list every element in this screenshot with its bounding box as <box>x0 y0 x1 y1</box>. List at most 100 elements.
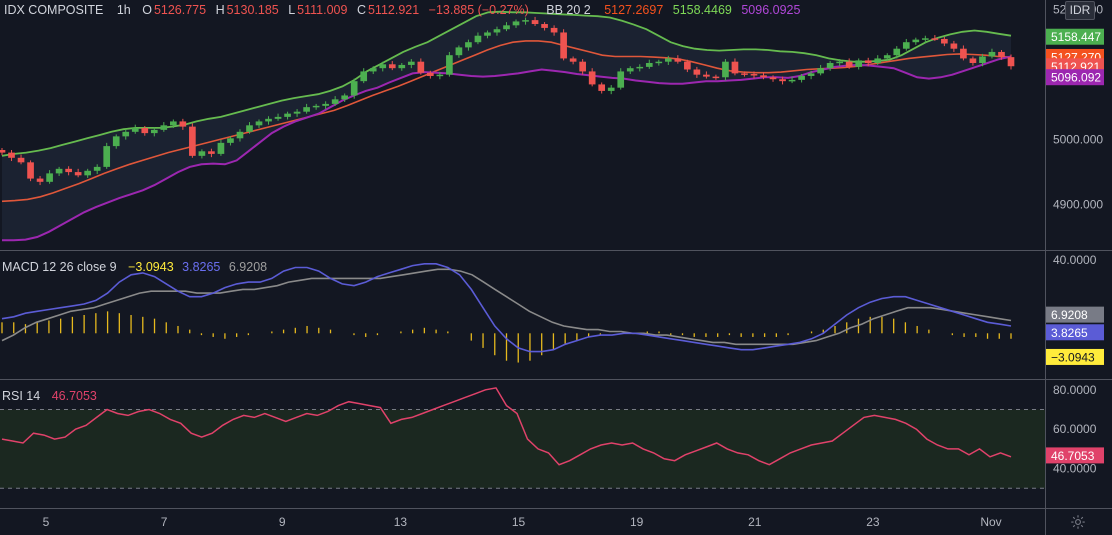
rsi-tag: 46.7053 <box>1051 449 1095 463</box>
candle-body <box>969 58 977 63</box>
candle-body <box>170 121 177 126</box>
candle-body <box>36 178 44 182</box>
candle-body <box>845 61 853 67</box>
gear-icon[interactable] <box>1069 513 1087 531</box>
candle-body <box>598 84 606 91</box>
high-value: 5130.185 <box>226 3 279 17</box>
candle-body <box>883 55 891 59</box>
candle-body <box>284 113 291 117</box>
candle-body <box>931 38 939 40</box>
candle-body <box>436 74 444 77</box>
candle-body <box>636 66 644 69</box>
candle-body <box>179 121 187 127</box>
candle-body <box>274 116 282 119</box>
candle-body <box>160 125 168 130</box>
candle-body <box>217 142 225 154</box>
candle-body <box>446 55 453 75</box>
bb-basis-value: 5127.2697 <box>604 3 664 17</box>
bb-lower-value: 5096.0925 <box>741 3 801 17</box>
time-tick-label: 19 <box>630 515 644 529</box>
candle-body <box>27 162 34 179</box>
candle-body <box>8 152 15 158</box>
bb-upper-value: 5158.4469 <box>672 3 732 17</box>
macd-signal-tag: 6.9208 <box>1051 308 1088 322</box>
candle-body <box>703 74 710 77</box>
candle-body <box>65 168 72 173</box>
main-legend: IDX COMPOSITE 1h O 5126.775 H 5130.185 L 51… <box>4 3 802 17</box>
candle-body <box>265 118 272 122</box>
macd-hist-value: −3.0943 <box>128 260 174 274</box>
candle-body <box>731 61 739 74</box>
candle-body <box>560 32 567 59</box>
rsi-indicator-label[interactable]: RSI 14 <box>2 389 41 403</box>
candle-body <box>664 58 672 62</box>
candle-body <box>141 127 149 134</box>
candle-body <box>569 58 577 62</box>
candle-body <box>607 87 615 91</box>
candle-body <box>312 105 320 108</box>
symbol-label[interactable]: IDX COMPOSITE <box>4 3 104 17</box>
macd-indicator-label[interactable]: MACD 12 26 close 9 <box>2 260 117 274</box>
candle-body <box>760 75 767 78</box>
price-tick-label: 4900.000 <box>1053 198 1103 212</box>
candle-body <box>398 64 406 69</box>
time-tick-label: 5 <box>43 515 50 529</box>
candle-body <box>341 95 349 100</box>
time-tick-label: 21 <box>748 515 762 529</box>
low-value: 5111.009 <box>297 3 348 17</box>
open-label: O <box>142 3 152 17</box>
price-tag: 5096.092 <box>1051 71 1101 85</box>
currency-button[interactable]: IDR <box>1065 1 1095 20</box>
rsi-tick-label: 80.0000 <box>1053 383 1097 397</box>
macd-signal-tag-bg <box>1046 306 1104 323</box>
rsi-line <box>1 387 1012 466</box>
candle-body <box>855 60 863 67</box>
candle-body <box>912 39 920 43</box>
candle-body <box>189 126 196 156</box>
high-label: H <box>215 3 225 17</box>
candle-body <box>255 121 263 126</box>
candle-body <box>550 27 558 33</box>
candle-body <box>322 103 329 106</box>
candle-body <box>941 38 948 44</box>
macd-line-value: 3.8265 <box>182 260 221 274</box>
bollinger-upper-line <box>1 10 1012 157</box>
candle-body <box>103 146 111 167</box>
candle-body <box>864 60 872 63</box>
low-label: L <box>288 3 296 17</box>
price-tick-label: 5000.000 <box>1053 133 1103 147</box>
candle-body <box>17 157 25 163</box>
rsi-value: 46.7053 <box>51 389 97 403</box>
candle-body <box>512 21 520 26</box>
candle-body <box>455 47 463 56</box>
candle-body <box>417 61 425 73</box>
candle-body <box>826 62 834 69</box>
candle-body <box>379 64 387 69</box>
candle-body <box>617 71 625 88</box>
candle-body <box>84 170 92 176</box>
candle-body <box>779 79 786 82</box>
candle-body <box>674 58 682 62</box>
candle-body <box>798 75 805 80</box>
candle-body <box>588 71 596 85</box>
candle-body <box>522 20 529 22</box>
candle-body <box>893 48 901 56</box>
candle-body <box>531 20 539 25</box>
bollinger-basis-line <box>1 40 1012 203</box>
candle-body <box>921 38 929 40</box>
candle-body <box>960 48 967 59</box>
macd-line-tag-bg <box>1046 324 1104 341</box>
time-tick-label: 23 <box>866 515 880 529</box>
candle-body <box>579 61 586 72</box>
candle-body <box>836 61 843 64</box>
bb-label[interactable]: BB 20 2 <box>546 3 591 17</box>
candle-body <box>684 61 691 70</box>
candle-body <box>350 81 358 96</box>
candle-body <box>874 58 882 63</box>
candle-body <box>655 61 663 64</box>
interval-label[interactable]: 1h <box>116 3 131 17</box>
price-tag-bg <box>1046 69 1104 86</box>
price-tag: 5158.447 <box>1051 30 1101 44</box>
candle-body <box>722 61 729 78</box>
